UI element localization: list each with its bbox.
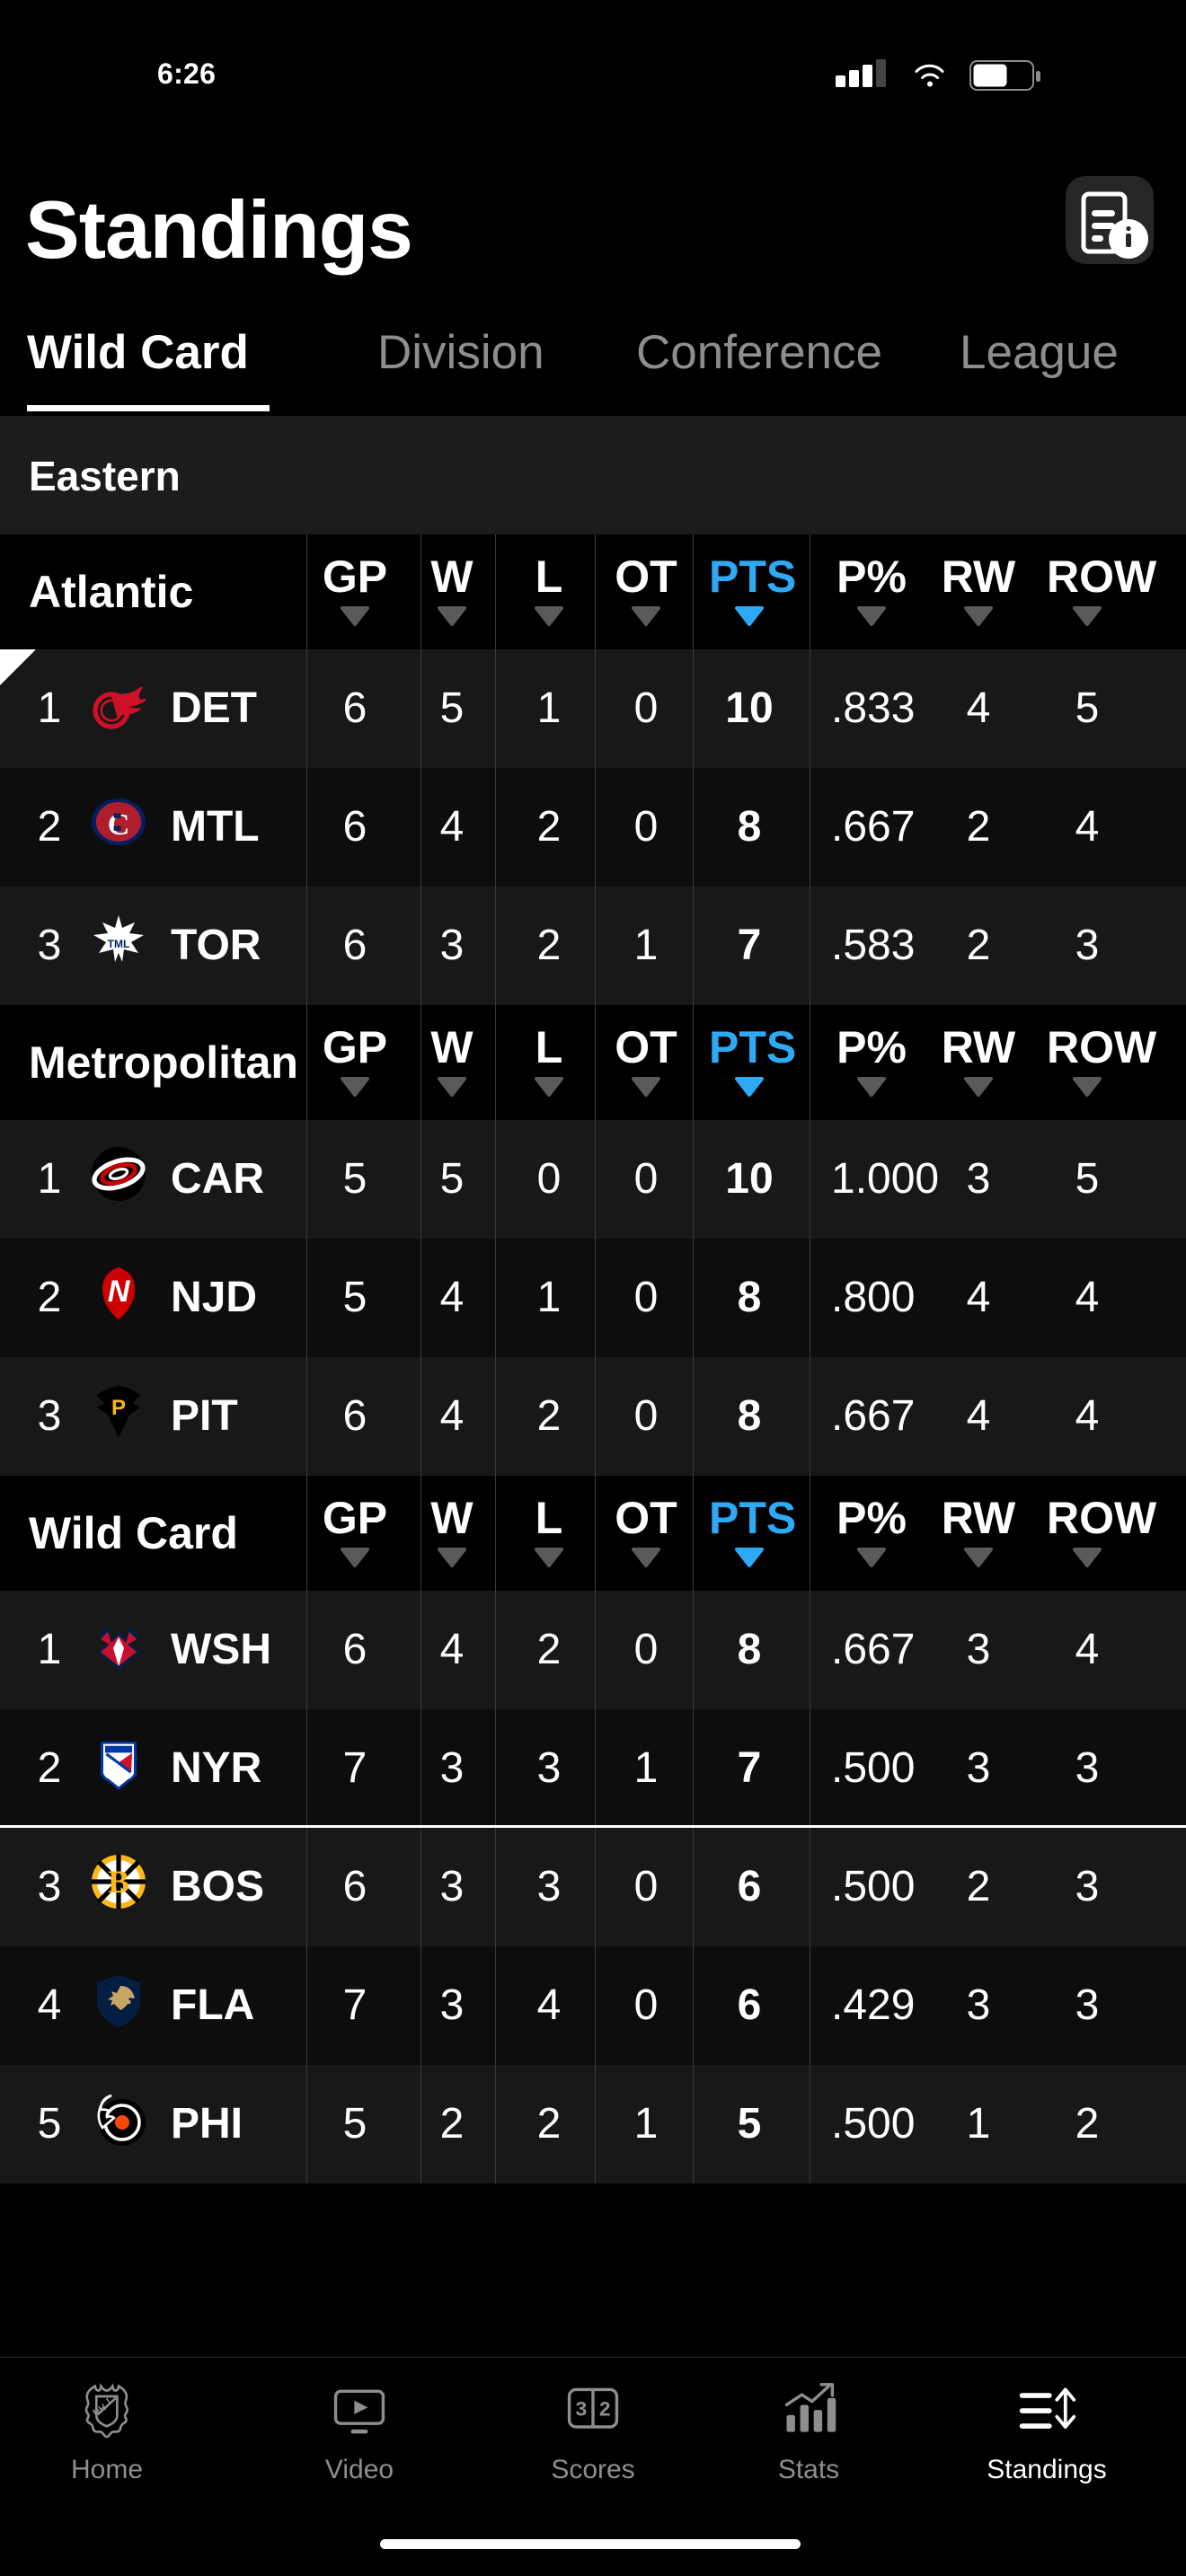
svg-text:3: 3 — [575, 2399, 588, 2422]
svg-text:C: C — [108, 808, 130, 842]
svg-text:P: P — [111, 1396, 126, 1420]
svg-text:N: N — [108, 1275, 131, 1309]
svg-text:TML: TML — [108, 938, 130, 950]
svg-text:2: 2 — [598, 2399, 611, 2422]
svg-text:NH: NH — [91, 2402, 108, 2418]
svg-text:B: B — [108, 1864, 129, 1900]
